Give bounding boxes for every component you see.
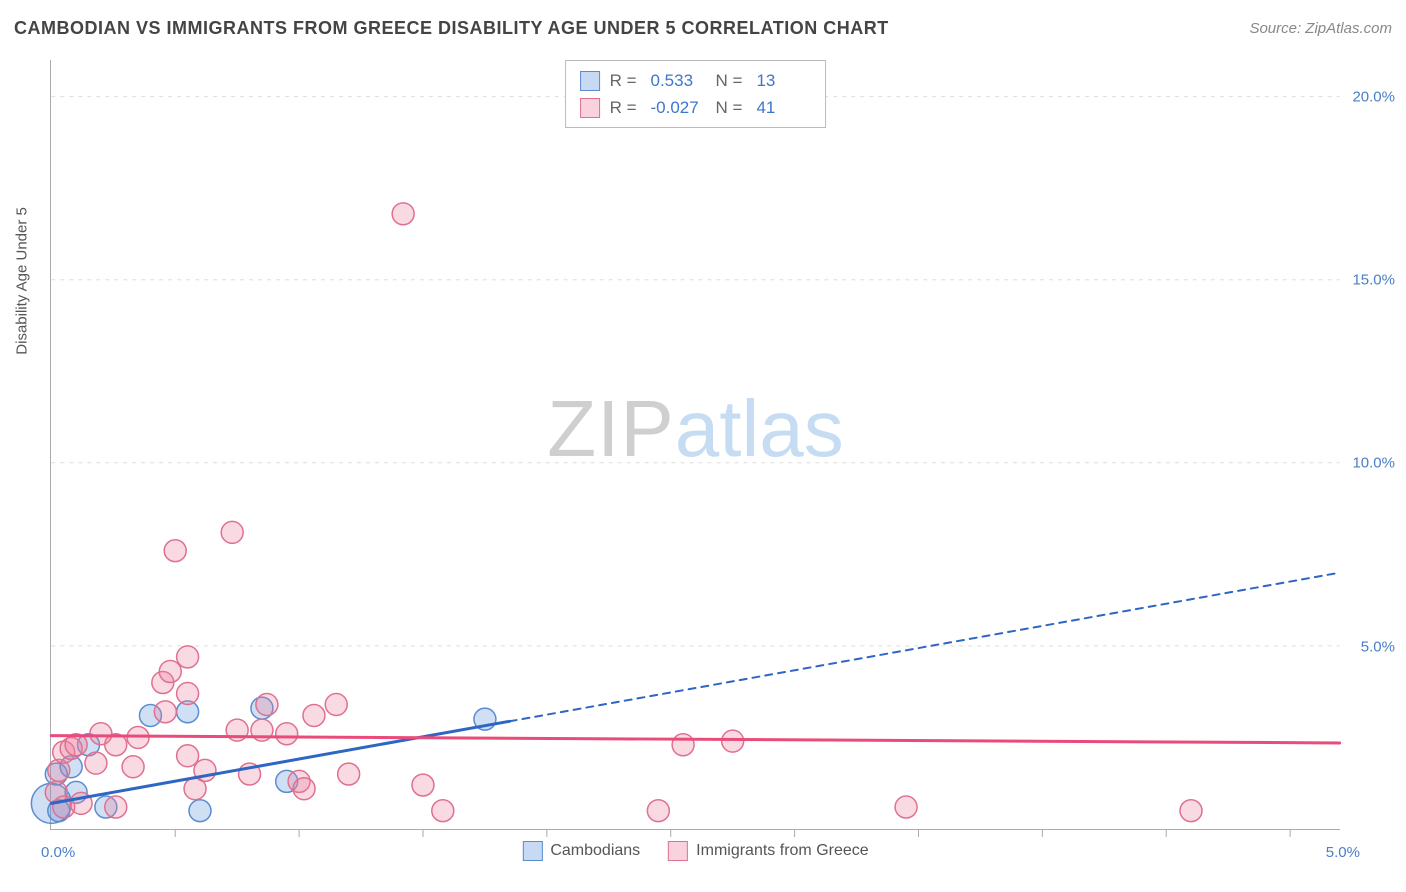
x-axis-max-label: 5.0% [1326, 844, 1360, 861]
y-tick-label: 5.0% [1361, 638, 1395, 655]
chart-title: CAMBODIAN VS IMMIGRANTS FROM GREECE DISA… [14, 18, 889, 39]
swatch-icon [580, 98, 600, 118]
chart-header: CAMBODIAN VS IMMIGRANTS FROM GREECE DISA… [14, 18, 1392, 39]
n-label: N = [716, 67, 743, 94]
r-label: R = [610, 67, 637, 94]
swatch-icon [522, 841, 542, 861]
n-label: N = [716, 94, 743, 121]
n-value: 13 [756, 67, 811, 94]
y-tick-label: 10.0% [1352, 455, 1395, 472]
series-legend: Cambodians Immigrants from Greece [522, 841, 868, 861]
r-value: 0.533 [651, 67, 706, 94]
n-value: 41 [756, 94, 811, 121]
legend-item-greece: Immigrants from Greece [668, 841, 868, 861]
legend-item-cambodians: Cambodians [522, 841, 640, 861]
r-label: R = [610, 94, 637, 121]
source-label: Source: ZipAtlas.com [1249, 20, 1392, 37]
legend-label: Cambodians [550, 842, 640, 860]
chart-svg [51, 60, 1340, 829]
swatch-icon [668, 841, 688, 861]
y-tick-label: 15.0% [1352, 272, 1395, 289]
x-axis-min-label: 0.0% [41, 844, 75, 861]
stats-row-greece: R = -0.027 N = 41 [580, 94, 812, 121]
legend-label: Immigrants from Greece [696, 842, 868, 860]
swatch-icon [580, 71, 600, 91]
r-value: -0.027 [651, 94, 706, 121]
scatter-plot: ZIPatlas R = 0.533 N = 13 R = -0.027 N =… [50, 60, 1340, 830]
stats-legend: R = 0.533 N = 13 R = -0.027 N = 41 [565, 60, 827, 128]
y-axis-title: Disability Age Under 5 [14, 207, 31, 355]
stats-row-cambodians: R = 0.533 N = 13 [580, 67, 812, 94]
y-tick-label: 20.0% [1352, 88, 1395, 105]
